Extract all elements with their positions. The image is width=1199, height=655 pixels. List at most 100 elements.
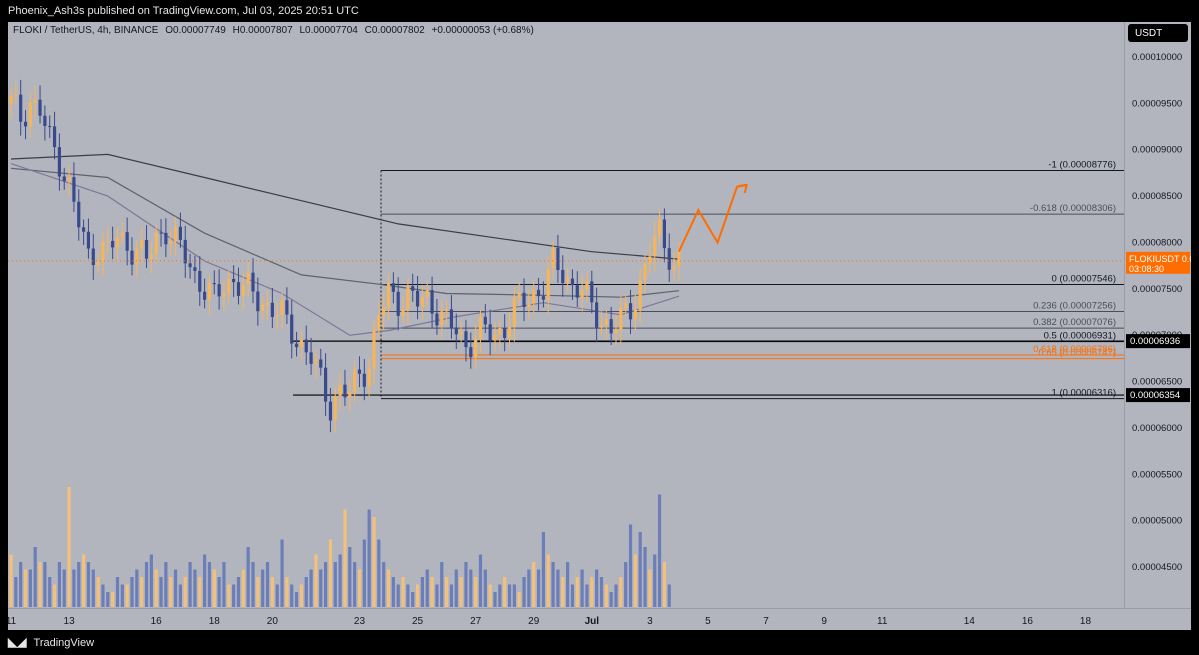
- ohlc-change: +0.00000053 (+0.68%): [431, 25, 534, 36]
- volume-bar: [38, 562, 42, 607]
- candle-body: [348, 392, 352, 398]
- candle-body: [391, 283, 395, 292]
- level-badge: [1126, 334, 1190, 349]
- time-tick-label: 16: [151, 616, 163, 627]
- candle-body: [672, 266, 676, 270]
- volume-bar: [135, 569, 139, 607]
- candle-body: [256, 291, 260, 312]
- volume-bar: [82, 554, 86, 607]
- symbol-name: FLOKI / TetherUS, 4h, BINANCE: [13, 25, 159, 36]
- volume-bar: [382, 562, 386, 607]
- candle-body: [270, 302, 274, 318]
- candle-body: [149, 254, 153, 259]
- candle-body: [449, 309, 454, 328]
- candle-body: [551, 247, 555, 269]
- candle-body: [638, 279, 642, 310]
- candle-body: [474, 338, 478, 358]
- time-axis[interactable]: 11 13 16 18 20 23 25 27 29 Jul 3 5 7 9 11 14 16 18: [6, 608, 1191, 630]
- candle-body: [662, 219, 666, 249]
- volume-bar: [43, 562, 47, 607]
- candle-body: [227, 278, 231, 293]
- forecast-arrow[interactable]: [677, 183, 749, 253]
- volume-bar: [425, 569, 429, 607]
- volume-bar: [546, 554, 550, 607]
- candle-body: [595, 302, 599, 328]
- candle-body: [135, 248, 139, 265]
- volume-bar: [193, 569, 197, 607]
- volume-bar: [556, 569, 560, 607]
- volume-bar: [372, 517, 376, 607]
- price-axis-svg: USDT 0.000100000.000095000.000090000.000…: [1126, 24, 1199, 573]
- candle-body: [401, 309, 405, 316]
- price-chart[interactable]: -1 (0.00008776) -0.618 (0.00008306) 0 (0.0…: [8, 22, 1124, 608]
- candle-body: [459, 331, 463, 335]
- candle-body: [280, 300, 284, 316]
- volume-bar: [585, 584, 589, 607]
- volume-bar: [159, 577, 163, 607]
- candle-body: [604, 319, 608, 326]
- ohlc-close: C0.00007802: [364, 25, 425, 36]
- volume-bar: [599, 577, 604, 607]
- volume-bar: [590, 577, 594, 607]
- volume-bar: [570, 584, 575, 607]
- volume-bar: [19, 562, 23, 607]
- candle-body: [677, 250, 681, 267]
- chart-area[interactable]: -1 (0.00008776) -0.618 (0.00008306) 0 (0.0…: [8, 22, 1124, 608]
- candle-body: [52, 126, 57, 148]
- volume-bar: [488, 584, 492, 607]
- volume-bar: [401, 577, 405, 607]
- volume-bar: [217, 577, 221, 607]
- volume-bar: [624, 562, 628, 607]
- price-tick-label: 0.00005500: [1132, 469, 1182, 480]
- price-axis[interactable]: USDT 0.00010000 0.00009500 0.00009000 0.000…: [1124, 22, 1199, 608]
- candle-body: [43, 115, 47, 127]
- candle-body: [222, 292, 226, 297]
- volume-bar: [328, 539, 333, 607]
- volume-bar: [144, 562, 149, 607]
- candle-body: [435, 313, 439, 326]
- volume-bar: [23, 569, 28, 607]
- candle-body: [512, 297, 516, 327]
- volume-bar: [411, 592, 415, 607]
- price-tick-label: 0.00008500: [1132, 191, 1182, 202]
- price-tick-label: 0.00005000: [1132, 516, 1182, 527]
- candle-body: [193, 267, 197, 271]
- fib-level-label: 0 (0.00007546): [1052, 274, 1116, 285]
- candle-body: [425, 290, 429, 298]
- currency-badge[interactable]: [1128, 24, 1188, 42]
- candle-body: [415, 290, 420, 307]
- candle-body: [203, 291, 207, 300]
- candle-body: [164, 232, 168, 245]
- candle-body: [619, 308, 623, 330]
- candle-body: [498, 327, 502, 335]
- candle-body: [72, 177, 76, 202]
- volume-bar: [609, 592, 613, 607]
- candle-body: [333, 395, 337, 421]
- time-tick-label: Jul: [585, 616, 600, 627]
- candle-body: [183, 239, 187, 264]
- candle-body: [101, 242, 105, 262]
- candle-body: [86, 231, 91, 249]
- fib-level-label: 0.236 (0.00007256): [1033, 300, 1116, 311]
- volume-bar: [299, 584, 303, 607]
- volume-bar: [580, 569, 584, 607]
- time-axis-svg: 11 13 16 18 20 23 25 27 29 Jul 3 5 7 9 11 14 16 18: [6, 616, 1092, 627]
- volume-bar: [154, 569, 158, 607]
- volume-bar: [503, 577, 507, 607]
- price-tick-label: 0.00008000: [1132, 237, 1182, 248]
- time-tick-label: 11: [8, 616, 17, 627]
- volume-bar: [101, 584, 105, 607]
- volume-bar: [130, 577, 134, 607]
- candle-body: [536, 289, 541, 297]
- candle-body: [91, 248, 95, 266]
- volume-bar: [203, 554, 207, 607]
- volume-bar: [309, 569, 313, 607]
- volume-bar: [662, 562, 666, 607]
- volume-bar: [614, 584, 618, 607]
- candle-body: [503, 327, 507, 339]
- volume-bar: [207, 562, 212, 607]
- ohlc-open: O0.00007749: [165, 25, 226, 36]
- volume-bar: [33, 547, 37, 607]
- volume-bar: [149, 554, 153, 607]
- volume-bar: [420, 577, 424, 607]
